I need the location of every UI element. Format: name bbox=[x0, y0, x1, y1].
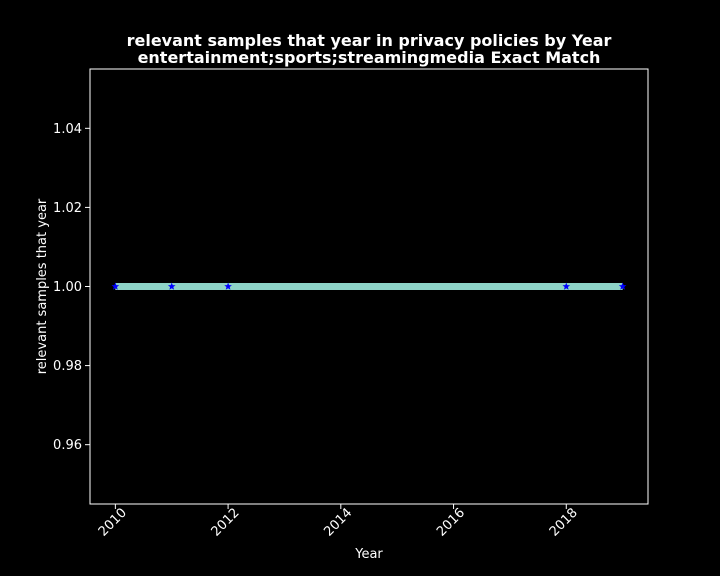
data-point-marker bbox=[618, 282, 627, 290]
data-point-marker bbox=[167, 282, 176, 290]
y-tick-label: 1.02 bbox=[53, 201, 82, 216]
data-point-marker bbox=[111, 282, 120, 290]
y-axis: 0.96 0.98 1.00 1.02 1.04 bbox=[53, 122, 90, 453]
x-axis-label: Year bbox=[354, 547, 383, 562]
series-layer bbox=[111, 282, 627, 290]
y-tick-label: 0.98 bbox=[53, 359, 82, 374]
y-tick-label: 1.04 bbox=[53, 122, 82, 137]
chart-title: relevant samples that year in privacy po… bbox=[127, 31, 612, 50]
y-axis-label: relevant samples that year bbox=[35, 198, 50, 374]
data-point-marker bbox=[224, 282, 232, 290]
y-tick-label: 0.96 bbox=[53, 438, 82, 453]
chart-subtitle: entertainment;sports;streamingmedia Exac… bbox=[138, 48, 601, 67]
data-point-marker bbox=[562, 282, 571, 290]
y-tick-label: 1.00 bbox=[53, 280, 82, 295]
